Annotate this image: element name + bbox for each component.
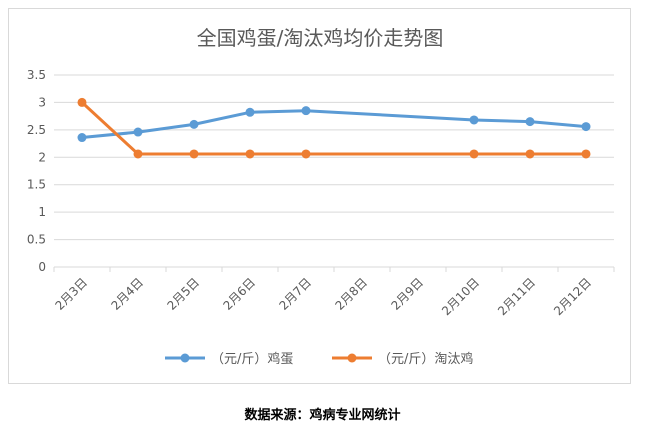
- y-tick-label: 2.5: [27, 123, 46, 137]
- data-point: [189, 149, 199, 159]
- x-tick-label: 2月10日: [439, 275, 482, 318]
- data-point: [581, 122, 591, 132]
- chart-frame: 全国鸡蛋/淘汰鸡均价走势图 0 0.5 1 1.5 2 2.5 3 3.5 2月3日 2月4日 2月…: [8, 8, 631, 384]
- line-chart: 全国鸡蛋/淘汰鸡均价走势图 0 0.5 1 1.5 2 2.5 3 3.5 2月3日 2月4日 2月…: [27, 26, 615, 367]
- x-tick-label: 2月9日: [388, 275, 426, 313]
- x-tick-label: 2月12日: [551, 275, 594, 318]
- legend-item: （元/斤）淘汰鸡: [332, 351, 473, 367]
- x-tick-label: 2月8日: [332, 275, 370, 313]
- data-point: [245, 107, 255, 117]
- data-point: [133, 127, 143, 137]
- data-point: [581, 149, 591, 159]
- data-point: [245, 149, 255, 159]
- legend-label: （元/斤）淘汰鸡: [378, 351, 473, 367]
- x-tick-label: 2月3日: [52, 275, 90, 313]
- x-tick-label: 2月11日: [495, 275, 538, 318]
- data-point: [301, 106, 311, 116]
- data-point: [469, 115, 479, 125]
- legend: （元/斤）鸡蛋 （元/斤）淘汰鸡: [165, 351, 473, 367]
- x-tick-label: 2月6日: [220, 275, 258, 313]
- data-point: [301, 149, 311, 159]
- chart-title: 全国鸡蛋/淘汰鸡均价走势图: [197, 26, 444, 50]
- series-line: [81, 109, 587, 139]
- series-layer: [77, 97, 591, 159]
- legend-marker: [180, 353, 190, 363]
- data-point: [525, 149, 535, 159]
- legend-marker: [347, 353, 357, 363]
- data-point: [525, 117, 535, 127]
- grid-lines: [54, 74, 614, 268]
- legend-label: （元/斤）鸡蛋: [211, 351, 293, 367]
- data-point: [77, 133, 87, 143]
- data-point: [133, 149, 143, 159]
- y-tick-label: 2: [38, 150, 46, 164]
- y-tick-label: 3.5: [27, 68, 46, 82]
- series-line: [80, 101, 586, 156]
- y-tick-label: 1: [38, 205, 46, 219]
- source-note: 数据来源：鸡病专业网统计: [244, 408, 401, 423]
- x-tick-label: 2月5日: [164, 275, 202, 313]
- data-point: [77, 97, 87, 107]
- x-tick-label: 2月7日: [276, 275, 314, 313]
- data-point: [189, 119, 199, 129]
- y-tick-label: 0.5: [27, 233, 46, 247]
- y-tick-label: 0: [38, 260, 46, 274]
- y-tick-label: 3: [38, 95, 46, 109]
- data-point: [469, 149, 479, 159]
- legend-item: （元/斤）鸡蛋: [165, 351, 293, 367]
- axes: 0 0.5 1 1.5 2 2.5 3 3.5 2月3日 2月4日 2月5日 2月6日 2月7日 2月8日…: [27, 68, 615, 318]
- y-tick-label: 1.5: [27, 178, 46, 192]
- x-tick-label: 2月4日: [108, 275, 146, 313]
